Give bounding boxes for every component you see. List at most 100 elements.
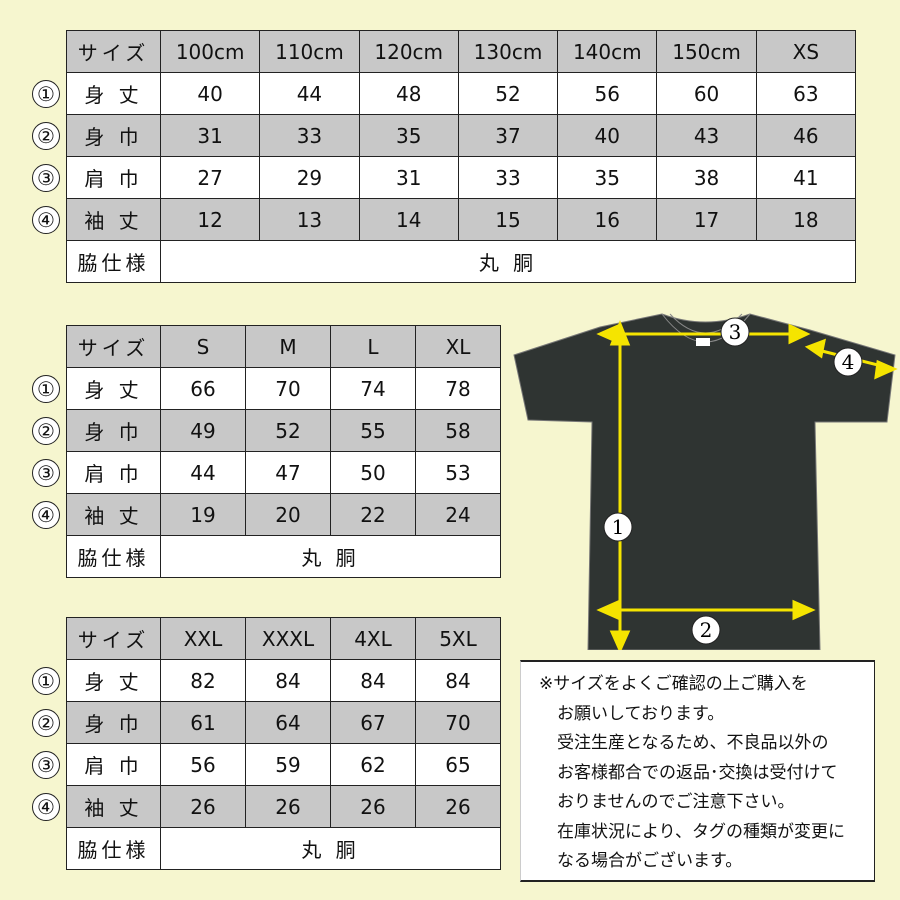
size-header: 150cm — [656, 30, 757, 73]
measurement-cell: 44 — [160, 451, 246, 494]
row-label: 袖 丈 — [66, 198, 161, 241]
measurement-cell: 53 — [415, 451, 501, 494]
row-label: 肩 巾 — [66, 451, 161, 494]
measurement-cell: 40 — [159, 72, 261, 115]
measurement-cell: 52 — [457, 72, 559, 115]
row-marker-icon: ③ — [32, 459, 60, 487]
row-marker-icon: ④ — [32, 501, 60, 529]
size-header: L — [330, 325, 416, 368]
measurement-cell: 84 — [415, 659, 501, 702]
measurement-cell: 58 — [415, 409, 501, 452]
measurement-cell: 67 — [330, 701, 416, 744]
row-label: 身 巾 — [66, 409, 161, 452]
size-header: 110cm — [259, 30, 360, 73]
size-header: 100cm — [159, 30, 261, 73]
measurement-cell: 41 — [755, 156, 857, 199]
row-marker-icon: ③ — [32, 751, 60, 779]
size-header: M — [245, 325, 331, 368]
spacer-cell — [26, 618, 67, 660]
row-marker-icon: ② — [32, 122, 60, 150]
marker-3: 3 — [720, 317, 750, 347]
measurement-cell: 26 — [330, 785, 416, 828]
header-row: サイズ XXL XXXL 4XL 5XL — [26, 617, 501, 660]
header-row: サイズ 100cm 110cm 120cm 130cm 140cm 150cm XS — [26, 30, 857, 73]
notice-line: なる場合がございます。 — [557, 851, 743, 871]
measurement-cell: 17 — [656, 198, 757, 241]
row-marker: ③ — [26, 744, 67, 786]
measurement-cell: 26 — [415, 785, 501, 828]
row-label: 身 丈 — [66, 72, 161, 115]
measurement-cell: 15 — [457, 198, 559, 241]
side-value: 丸 胴 — [160, 827, 501, 870]
measurement-cell: 49 — [160, 409, 246, 452]
measurement-cell: 19 — [160, 493, 246, 536]
side-row: 脇仕様丸 胴 — [26, 535, 501, 578]
size-header: XXL — [160, 617, 246, 660]
measurement-cell: 38 — [656, 156, 757, 199]
row-label: 袖 丈 — [66, 493, 161, 536]
side-value: 丸 胴 — [160, 535, 501, 578]
row-marker: ② — [26, 115, 67, 157]
header-label: サイズ — [66, 325, 161, 368]
size-header: 140cm — [557, 30, 658, 73]
measurement-cell: 62 — [330, 743, 416, 786]
svg-text:4: 4 — [842, 350, 855, 374]
measurement-cell: 66 — [160, 367, 246, 410]
tshirt-diagram: 1 2 3 4 — [513, 313, 898, 650]
measurement-cell: 70 — [415, 701, 501, 744]
spacer-cell — [26, 31, 67, 73]
measurement-cell: 12 — [159, 198, 261, 241]
measurement-cell: 16 — [557, 198, 658, 241]
measurement-cell: 64 — [245, 701, 331, 744]
measurement-cell: 56 — [557, 72, 658, 115]
header-row: サイズ S M L XL — [26, 325, 501, 368]
notice-line: 在庫状況により、タグの種類が変更に — [557, 821, 845, 842]
row-marker: ① — [26, 660, 67, 702]
measurement-cell: 78 — [415, 367, 501, 410]
measurement-cell: 48 — [358, 72, 459, 115]
notice-line: 受注生産となるため、不良品以外の — [557, 733, 829, 753]
measurement-cell: 56 — [160, 743, 246, 786]
measurement-cell: 24 — [415, 493, 501, 536]
marker-1: 1 — [603, 512, 633, 542]
row-marker: ① — [26, 368, 67, 410]
measurement-cell: 44 — [259, 72, 360, 115]
side-label: 脇仕様 — [66, 827, 161, 870]
size-header: XS — [755, 30, 857, 73]
measurement-cell: 63 — [755, 72, 857, 115]
row-marker-icon: ① — [32, 667, 60, 695]
size-header: XL — [415, 325, 501, 368]
measurement-cell: 82 — [160, 659, 246, 702]
spacer-cell — [26, 326, 67, 368]
measurement-cell: 50 — [330, 451, 416, 494]
measurement-cell: 13 — [259, 198, 360, 241]
measurement-cell: 33 — [259, 114, 360, 157]
tag-icon — [696, 338, 710, 346]
side-value: 丸 胴 — [160, 240, 856, 283]
marker-4: 4 — [833, 347, 863, 377]
row-marker: ③ — [26, 452, 67, 494]
spacer-cell — [26, 536, 67, 578]
measurement-cell: 84 — [330, 659, 416, 702]
measurement-cell: 31 — [358, 156, 459, 199]
measurement-cell: 46 — [755, 114, 857, 157]
measurement-cell: 40 — [557, 114, 658, 157]
row-marker-icon: ④ — [32, 206, 60, 234]
header-label: サイズ — [66, 30, 161, 73]
measurement-cell: 26 — [160, 785, 246, 828]
row-marker: ② — [26, 410, 67, 452]
size-header: XXXL — [245, 617, 331, 660]
row-marker: ② — [26, 702, 67, 744]
size-header: 5XL — [415, 617, 501, 660]
measurement-cell: 18 — [755, 198, 857, 241]
measurement-cell: 65 — [415, 743, 501, 786]
measurement-cell: 35 — [557, 156, 658, 199]
